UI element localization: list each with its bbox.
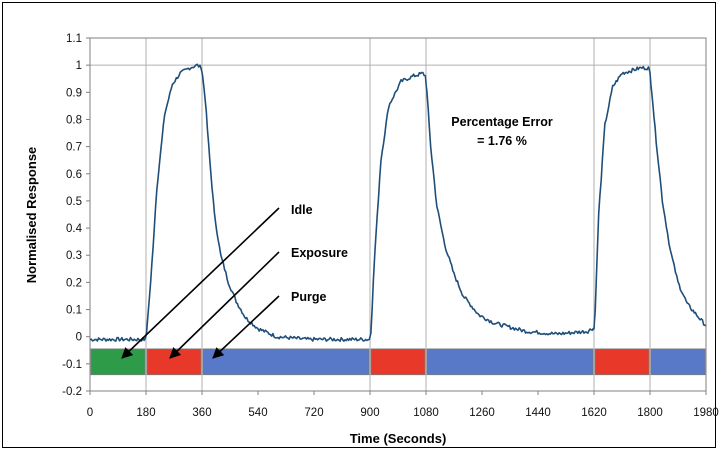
phase-band-1 bbox=[146, 348, 202, 376]
arrow-purge bbox=[212, 295, 280, 359]
x-tick-label: 0 bbox=[87, 407, 93, 419]
y-tick-label: 0.5 bbox=[66, 196, 82, 208]
y-axis-tick-marks bbox=[86, 37, 90, 392]
y-tick-label: 0.6 bbox=[66, 169, 82, 181]
annotation-purge-label: Purge bbox=[291, 290, 326, 304]
x-tick-label: 1800 bbox=[637, 407, 663, 419]
arrow-exposure bbox=[169, 251, 280, 359]
x-tick-label: 360 bbox=[192, 407, 211, 419]
x-axis-tick-marks bbox=[89, 391, 707, 395]
y-tick-label: 0.4 bbox=[66, 223, 83, 235]
y-axis-tick-labels: 1.1 1 0.9 0.8 0.7 0.6 0.5 0.4 0.3 0.2 0.1 0 -0.1 -0.2 bbox=[62, 33, 82, 398]
y-tick-label: 1 bbox=[76, 60, 82, 72]
annotation-exposure-label: Exposure bbox=[291, 246, 348, 260]
annotation-error-line2: = 1.76 % bbox=[477, 134, 527, 148]
phase-band-4 bbox=[426, 348, 594, 376]
x-tick-label: 1440 bbox=[525, 407, 551, 419]
y-tick-label: 0.9 bbox=[66, 87, 82, 99]
phase-band-2 bbox=[202, 348, 370, 376]
x-tick-label: 1980 bbox=[693, 407, 719, 419]
arrow-idle bbox=[121, 207, 280, 359]
y-tick-label: 0.3 bbox=[66, 250, 82, 262]
y-tick-label: 0 bbox=[76, 332, 82, 344]
annotation-error-line1: Percentage Error bbox=[451, 115, 553, 129]
x-tick-label: 540 bbox=[248, 407, 267, 419]
series-line-0 bbox=[89, 63, 707, 342]
y-tick-label: 0.7 bbox=[66, 142, 82, 154]
x-axis-title: Time (Seconds) bbox=[350, 431, 447, 446]
y-tick-label: -0.1 bbox=[62, 359, 82, 371]
y-tick-label: 0.8 bbox=[66, 114, 82, 126]
y-tick-label: 0.2 bbox=[66, 277, 82, 289]
y-axis-title: Normalised Response bbox=[24, 147, 39, 284]
phase-band-3 bbox=[370, 348, 426, 376]
x-tick-label: 180 bbox=[136, 407, 155, 419]
x-tick-label: 1080 bbox=[413, 407, 439, 419]
y-tick-label: -0.2 bbox=[62, 386, 82, 398]
x-tick-label: 720 bbox=[304, 407, 323, 419]
annotation-arrows bbox=[121, 207, 280, 359]
x-tick-label: 1260 bbox=[469, 407, 495, 419]
x-tick-label: 1620 bbox=[581, 407, 607, 419]
y-tick-label: 0.1 bbox=[66, 305, 82, 317]
vertical-gridlines bbox=[145, 38, 651, 391]
x-tick-label: 900 bbox=[360, 407, 379, 419]
y-tick-label: 1.1 bbox=[66, 33, 82, 45]
x-axis-tick-labels: 0 180 360 540 720 900 1080 1260 1440 1620 1800 1980 bbox=[87, 407, 719, 419]
series-group bbox=[89, 63, 707, 342]
annotation-idle-label: Idle bbox=[291, 203, 313, 217]
phase-band-0 bbox=[90, 348, 146, 376]
plot-area-border bbox=[89, 37, 707, 392]
phase-band-5 bbox=[594, 348, 650, 376]
phase-bands bbox=[90, 348, 706, 376]
phase-band-6 bbox=[650, 348, 706, 376]
